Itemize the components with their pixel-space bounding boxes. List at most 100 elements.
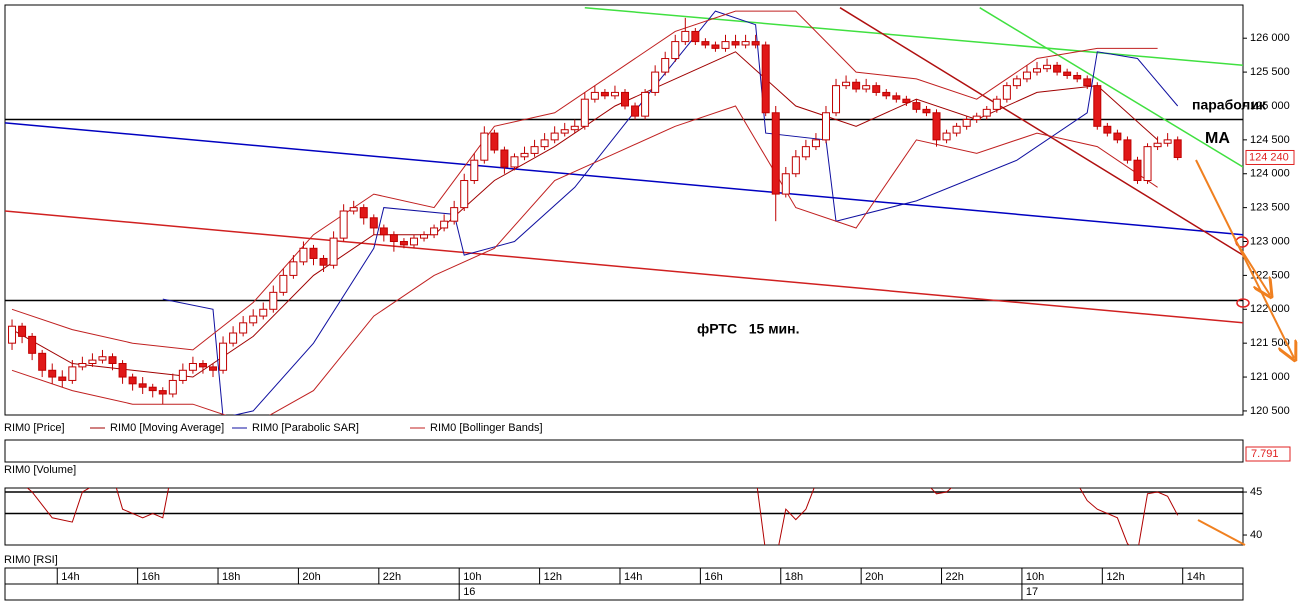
legend-entry: RIM0 [Price] bbox=[4, 422, 65, 434]
candle-body bbox=[88, 359, 97, 364]
candle-body bbox=[269, 291, 278, 310]
candle-body bbox=[962, 119, 971, 127]
annotation: MA bbox=[1205, 130, 1230, 147]
candle-body bbox=[781, 173, 790, 195]
candle-body bbox=[741, 41, 750, 46]
candle-body bbox=[1123, 139, 1132, 161]
candle-body bbox=[711, 44, 720, 49]
candle-body bbox=[420, 234, 429, 239]
candle-body bbox=[1113, 132, 1122, 141]
candle-body bbox=[1063, 71, 1072, 76]
candle-body bbox=[811, 139, 820, 148]
x-tick-label: 18h bbox=[785, 571, 803, 583]
candle-body bbox=[369, 217, 378, 229]
candle-body bbox=[942, 132, 951, 141]
candle-body bbox=[198, 362, 207, 368]
y-tick-label: 121 000 bbox=[1250, 371, 1290, 383]
candle-body bbox=[992, 98, 1001, 110]
candle-body bbox=[520, 152, 529, 158]
candle-body bbox=[751, 41, 760, 46]
candle-body bbox=[1103, 125, 1112, 134]
candle-body bbox=[178, 369, 187, 381]
candle-body bbox=[1153, 142, 1162, 148]
candle-body bbox=[1093, 85, 1102, 127]
candle-body bbox=[510, 156, 519, 168]
candle-body bbox=[590, 91, 599, 100]
candle-body bbox=[500, 149, 509, 168]
candle-body bbox=[821, 112, 830, 141]
volume-last-label: 7.791 bbox=[1251, 448, 1279, 460]
indicator-line bbox=[11, 105, 1158, 415]
candle-body bbox=[892, 95, 901, 100]
x-tick-label: 14h bbox=[1187, 571, 1205, 583]
candle-body bbox=[28, 335, 37, 354]
candle-body bbox=[249, 315, 258, 324]
candle-body bbox=[279, 274, 288, 293]
candle-body bbox=[1083, 78, 1092, 87]
candle-body bbox=[631, 105, 640, 117]
x-tick-label: 22h bbox=[383, 571, 401, 583]
candle-body bbox=[1012, 78, 1021, 87]
candle-body bbox=[1143, 146, 1152, 182]
legend-entry: RIM0 [Moving Average] bbox=[110, 422, 224, 434]
candle-body bbox=[801, 146, 810, 158]
axes: 126 000 125 500 125 000 124 500 124 000 123 5… bbox=[56, 32, 1295, 600]
candle-body bbox=[329, 237, 338, 266]
date-label: 17 bbox=[1026, 586, 1038, 598]
candle-body bbox=[339, 210, 348, 239]
rsi-plot bbox=[5, 488, 1243, 545]
candle-body bbox=[38, 352, 47, 371]
candle-body bbox=[550, 132, 559, 141]
candle-body bbox=[98, 356, 107, 361]
legend-entry: RIM0 [Bollinger Bands] bbox=[430, 422, 543, 434]
candle-body bbox=[872, 85, 881, 93]
candle-body bbox=[219, 342, 228, 371]
x-tick-label: 20h bbox=[865, 571, 883, 583]
trend-line bbox=[979, 7, 1243, 168]
legend-entry: RIM0 [Parabolic SAR] bbox=[252, 422, 359, 434]
candle-body bbox=[1163, 139, 1172, 144]
candle-body bbox=[48, 369, 57, 378]
candle-body bbox=[470, 159, 479, 182]
candle-body bbox=[791, 156, 800, 175]
rsi-panel bbox=[4, 487, 1244, 546]
candle-body bbox=[409, 237, 418, 246]
main-plot bbox=[5, 6, 1243, 415]
y-tick-label: 125 500 bbox=[1250, 66, 1290, 78]
candle-body bbox=[349, 207, 358, 212]
candle-body bbox=[289, 261, 298, 276]
candle-body bbox=[580, 98, 589, 127]
candle-body bbox=[731, 41, 740, 46]
y-tick-label: 124 500 bbox=[1250, 134, 1290, 146]
arrow bbox=[1234, 239, 1270, 295]
y-tick-label: 40 bbox=[1250, 529, 1262, 541]
annotation: фРТС 15 мин. bbox=[697, 321, 800, 337]
candle-body bbox=[138, 383, 147, 388]
candle-body bbox=[1173, 139, 1182, 158]
candle-body bbox=[299, 247, 308, 263]
candle-body bbox=[118, 362, 127, 378]
trend-line bbox=[839, 7, 1243, 256]
candle-body bbox=[681, 30, 690, 43]
candle-body bbox=[661, 58, 670, 73]
volume-panel bbox=[4, 439, 1244, 463]
candle-body bbox=[148, 386, 157, 392]
candle-body bbox=[440, 220, 449, 229]
trend-line bbox=[5, 210, 1243, 324]
candle-body bbox=[379, 227, 388, 236]
candle-body bbox=[610, 91, 619, 97]
x-tick-label: 12h bbox=[544, 571, 562, 583]
candle-body bbox=[450, 207, 459, 222]
y-tick-label: 45 bbox=[1250, 486, 1262, 498]
candle-body bbox=[209, 366, 218, 371]
y-tick-label: 123 500 bbox=[1250, 202, 1290, 214]
x-tick-label: 14h bbox=[624, 571, 642, 583]
rsi-line bbox=[26, 488, 1179, 545]
x-tick-label: 14h bbox=[61, 571, 79, 583]
candle-body bbox=[671, 41, 680, 60]
legend-entry: RIM0 [Volume] bbox=[4, 464, 76, 476]
y-tick-label: 126 000 bbox=[1250, 32, 1290, 44]
candle-body bbox=[832, 85, 841, 114]
